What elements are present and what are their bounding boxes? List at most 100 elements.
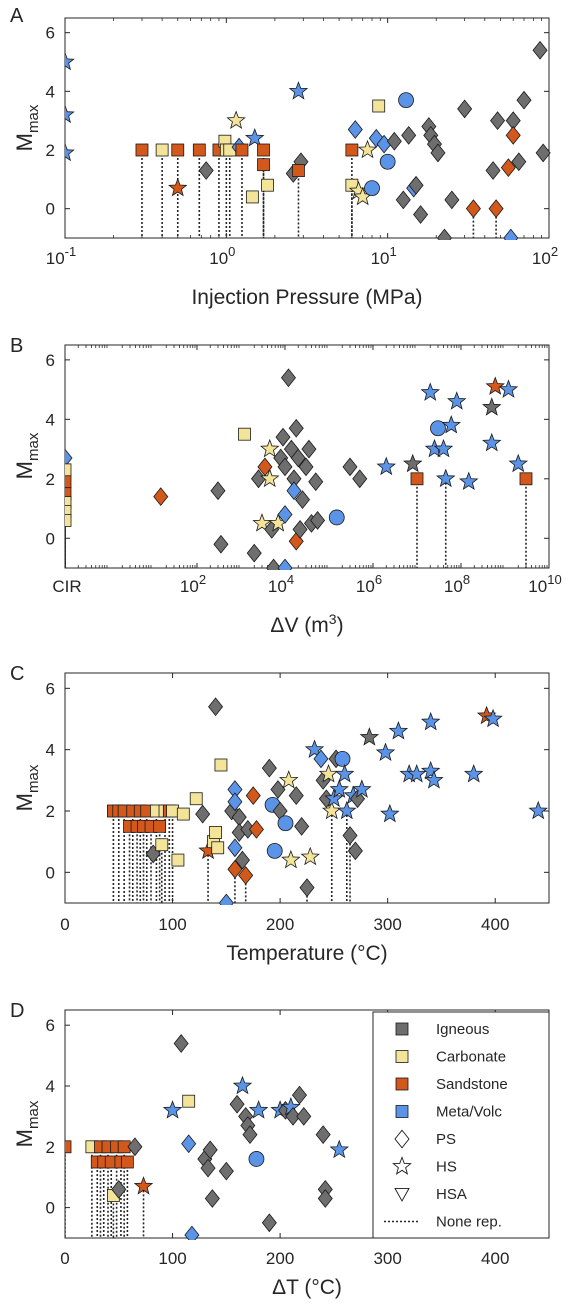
y-tick-label: 6 (46, 1016, 55, 1035)
y-tick-label: 0 (46, 529, 55, 548)
data-point-star (260, 468, 280, 488)
x-axis-label: Injection Pressure (MPa) (191, 286, 422, 309)
data-point-star (304, 739, 325, 758)
x-tick-base: 10 (444, 577, 463, 596)
x-tick-exponent: 1 (390, 244, 397, 259)
data-point-star (375, 742, 396, 762)
x-tick-label: 102 (532, 244, 558, 268)
data-point-star (447, 391, 467, 410)
data-point-star (65, 104, 75, 124)
data-point-square (245, 190, 259, 204)
data-point-diamond (245, 786, 261, 806)
y-axis-label: Mmax (12, 764, 42, 811)
legend-label: HSA (436, 1186, 467, 1203)
x-axis-label-sup: 3 (329, 611, 337, 627)
x-tick-base: 10 (180, 577, 199, 596)
data-point-diamond (511, 152, 527, 172)
data-point-star (300, 846, 320, 866)
data-point-diamond (291, 1085, 307, 1105)
data-point-star (318, 763, 339, 783)
data-point-circle (379, 153, 396, 170)
legend-label: Meta/Volc (436, 1104, 502, 1121)
data-point-diamond (505, 125, 521, 145)
y-tick-label: 6 (46, 679, 55, 698)
data-point-star (162, 1100, 183, 1119)
data-point-square (153, 819, 167, 833)
data-point-diamond (485, 161, 501, 180)
data-point-circle (328, 509, 345, 526)
data-point-square (182, 1094, 196, 1108)
x-tick-base: 10 (528, 577, 547, 596)
data-point-circle (277, 815, 294, 832)
data-point-diamond (266, 558, 282, 570)
x-tick-exponent: 10 (547, 572, 561, 587)
data-point-diamond (503, 228, 519, 240)
data-point-star (248, 1100, 269, 1119)
x-tick-label: 0 (60, 1249, 69, 1268)
data-point-square (257, 143, 270, 157)
x-tick-base: 10 (46, 249, 65, 268)
data-point-diamond (227, 838, 243, 858)
data-point-diamond (234, 850, 250, 870)
x-tick-label: 100 (158, 915, 186, 934)
data-point-star (420, 760, 441, 780)
data-point-star (337, 800, 357, 820)
legend-label: PS (436, 1131, 456, 1148)
data-point-diamond (352, 469, 368, 489)
data-point-square (345, 143, 359, 157)
y-tick-label: 0 (46, 200, 55, 219)
x-tick-base: 10 (356, 577, 375, 596)
x-tick-label: 0 (60, 915, 69, 934)
data-point-diamond (229, 1094, 245, 1114)
data-point-square (209, 826, 222, 839)
x-axis-label-text: Temperature (°C) (226, 942, 387, 965)
x-tick-exponent: 4 (287, 572, 294, 587)
data-point-star (498, 379, 519, 398)
y-tick-label: 4 (46, 82, 55, 101)
data-point-star (482, 432, 502, 452)
x-tick-label: 200 (266, 915, 294, 934)
data-point-square (155, 838, 169, 852)
data-point-star (483, 708, 503, 728)
data-point-square (235, 143, 249, 157)
data-point-diamond (184, 1225, 200, 1240)
x-tick-base: 10 (371, 249, 390, 268)
legend: Igneous Carbonate Sandstone Meta/Volc PS HS HS… (372, 1011, 550, 1239)
legend-label: Carbonate (436, 1049, 506, 1066)
axes-box (64, 344, 550, 569)
data-point-star (65, 142, 75, 162)
data-point-diamond (242, 1125, 258, 1145)
legend-label: Sandstone (436, 1076, 508, 1093)
data-point-square (166, 804, 179, 818)
data-point-star (245, 128, 265, 147)
data-point-diamond (277, 558, 293, 570)
legend-swatch-square (395, 1077, 409, 1091)
x-tick-label: 101 (371, 244, 397, 268)
data-point-diamond (195, 804, 211, 824)
data-point-diamond (413, 205, 429, 224)
data-point-diamond (292, 519, 308, 539)
legend-box (372, 1011, 550, 1239)
data-point-square (65, 505, 72, 518)
legend-label: None rep. (436, 1214, 502, 1231)
data-point-star (508, 453, 528, 473)
y-axis-label-sub: max (25, 104, 42, 133)
data-point-diamond (342, 826, 358, 845)
data-point-square (214, 758, 228, 772)
data-point-diamond (200, 1158, 216, 1178)
y-axis-label-main: M (12, 1129, 37, 1147)
data-point-square (65, 514, 72, 527)
legend-swatch-triangle (394, 1187, 410, 1202)
data-point-star (324, 788, 344, 808)
data-point-diamond (227, 792, 243, 812)
legend-swatch-square (395, 1050, 409, 1063)
data-point-star (459, 471, 479, 491)
data-point-square (238, 427, 251, 441)
legend-swatch-star (392, 1156, 412, 1175)
y-axis-label: Mmax (12, 104, 42, 151)
data-point-diamond (301, 439, 317, 459)
y-tick-label: 0 (46, 1199, 55, 1218)
data-point-diamond (516, 90, 532, 110)
